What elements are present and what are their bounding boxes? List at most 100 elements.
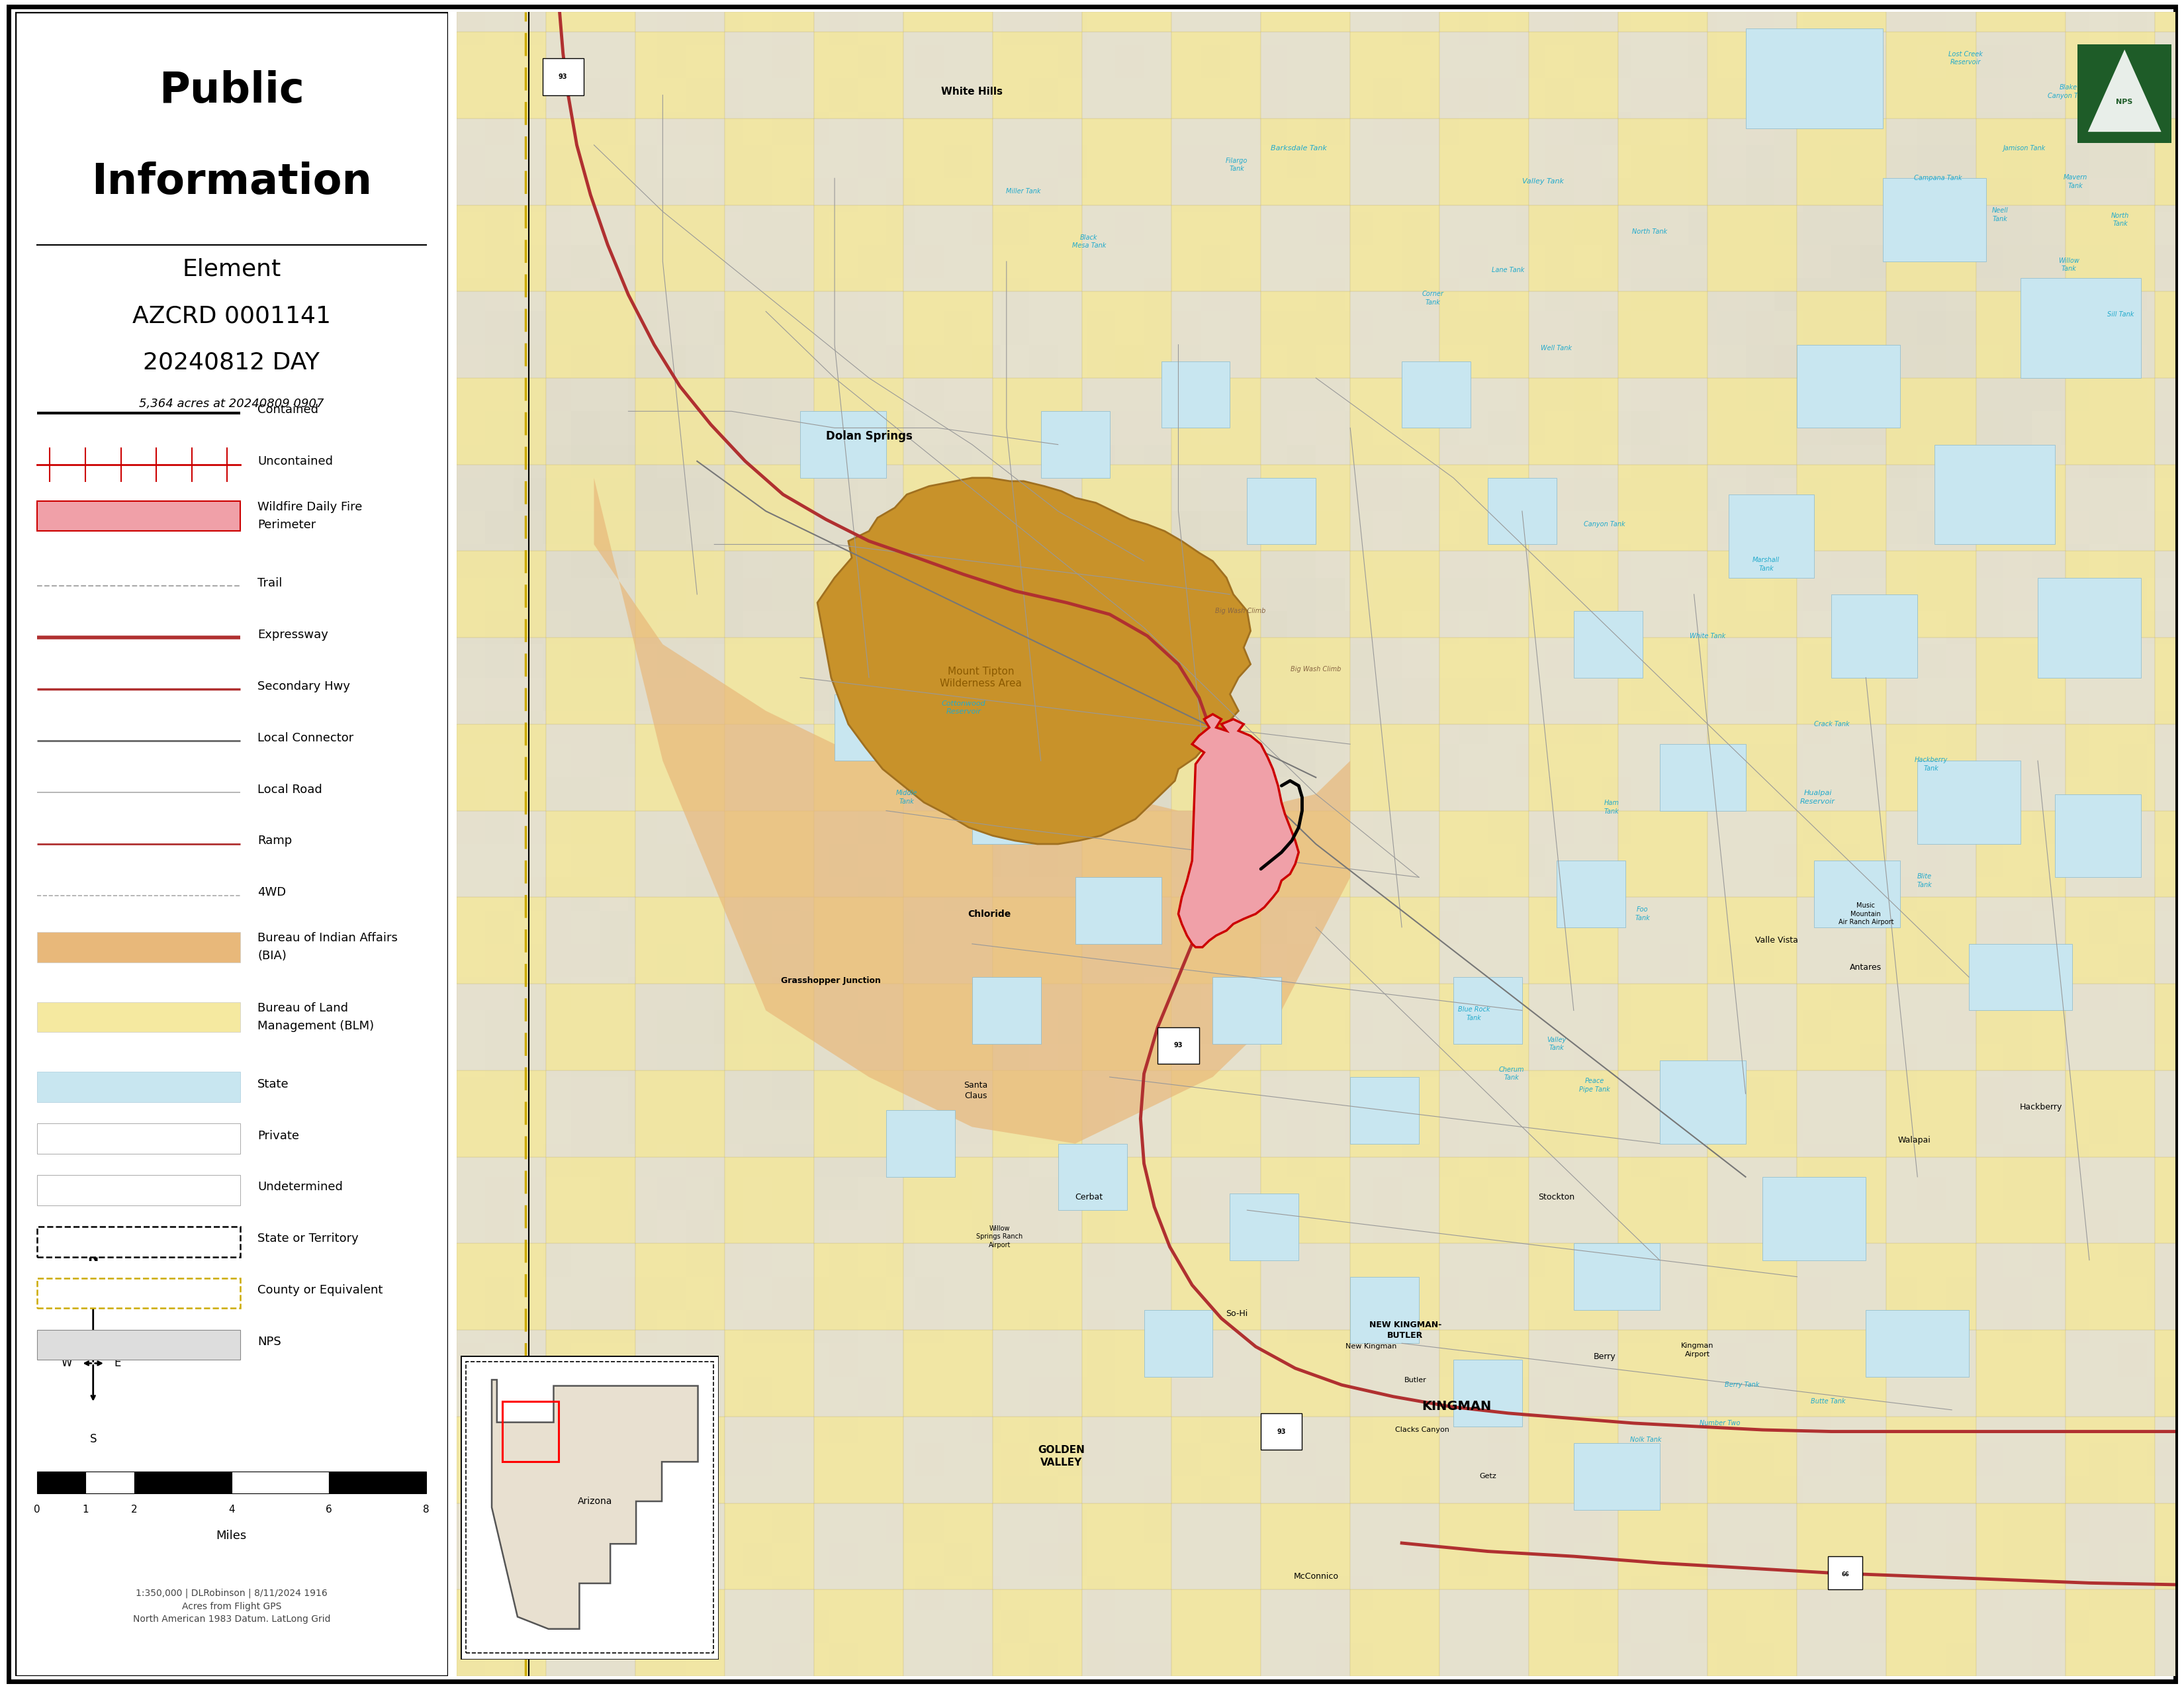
- Bar: [1717, 844, 1745, 878]
- Bar: [943, 1210, 972, 1244]
- Bar: [1029, 145, 1057, 179]
- Bar: [513, 1509, 542, 1543]
- Bar: [1000, 944, 1029, 977]
- Bar: [1345, 577, 1374, 611]
- Bar: [657, 211, 686, 245]
- Polygon shape: [594, 478, 1350, 1143]
- Bar: [686, 1244, 714, 1276]
- Bar: [1946, 1377, 1974, 1409]
- Bar: [1631, 844, 1660, 878]
- Bar: [1431, 1276, 1459, 1310]
- Bar: [1402, 1111, 1431, 1143]
- Bar: [1802, 545, 1832, 577]
- Bar: [1516, 412, 1544, 444]
- Bar: [1516, 1011, 1544, 1043]
- Bar: [657, 1377, 686, 1409]
- Bar: [1315, 344, 1345, 378]
- Bar: [1529, 1330, 1618, 1416]
- Bar: [570, 1409, 601, 1443]
- Bar: [2003, 1210, 2031, 1244]
- Bar: [972, 977, 1042, 1043]
- Bar: [887, 1143, 915, 1177]
- Bar: [994, 1070, 1081, 1156]
- Bar: [1173, 1543, 1201, 1577]
- Bar: [1345, 211, 1374, 245]
- Bar: [1000, 1143, 1029, 1177]
- Bar: [943, 1409, 972, 1443]
- Text: KINGMAN: KINGMAN: [1422, 1401, 1492, 1413]
- Bar: [1889, 1011, 1918, 1043]
- Bar: [943, 1443, 972, 1477]
- Bar: [542, 1344, 570, 1377]
- Bar: [1345, 1077, 1374, 1111]
- Bar: [1918, 744, 1946, 778]
- Bar: [972, 1043, 1000, 1077]
- Bar: [972, 977, 1000, 1011]
- Bar: [2031, 1143, 2062, 1177]
- Bar: [1603, 878, 1631, 910]
- Bar: [2118, 1043, 2147, 1077]
- Bar: [2038, 577, 2140, 677]
- Bar: [1374, 1011, 1402, 1043]
- Bar: [2090, 478, 2118, 511]
- Bar: [456, 1610, 485, 1642]
- Bar: [1315, 1210, 1345, 1244]
- Bar: [636, 292, 725, 378]
- Bar: [1974, 211, 2003, 245]
- Bar: [513, 245, 542, 279]
- Bar: [743, 511, 771, 545]
- Bar: [1402, 145, 1431, 179]
- Bar: [1057, 910, 1088, 944]
- Bar: [830, 577, 858, 611]
- Bar: [915, 1610, 943, 1642]
- Bar: [1977, 292, 2066, 378]
- Bar: [1861, 1344, 1889, 1377]
- Bar: [513, 46, 542, 78]
- Bar: [601, 1443, 629, 1477]
- Bar: [1717, 910, 1745, 944]
- Bar: [1230, 810, 1258, 844]
- Bar: [1286, 279, 1315, 311]
- Bar: [1374, 1043, 1402, 1077]
- Bar: [1230, 844, 1258, 878]
- Bar: [1575, 412, 1603, 444]
- Bar: [799, 1509, 830, 1543]
- Bar: [2003, 1011, 2031, 1043]
- Bar: [1315, 1310, 1345, 1344]
- Bar: [1516, 545, 1544, 577]
- Bar: [1230, 944, 1258, 977]
- Bar: [1144, 311, 1173, 344]
- Bar: [1889, 844, 1918, 878]
- Bar: [1832, 677, 1861, 711]
- Bar: [771, 1011, 799, 1043]
- Text: Trail: Trail: [258, 577, 282, 589]
- Bar: [1258, 844, 1286, 878]
- Bar: [1173, 111, 1201, 145]
- Bar: [1889, 1443, 1918, 1477]
- Bar: [456, 1443, 485, 1477]
- Bar: [2090, 1577, 2118, 1610]
- Bar: [1773, 78, 1802, 111]
- Text: So-Hi: So-Hi: [1225, 1310, 1247, 1318]
- Bar: [601, 1477, 629, 1509]
- Bar: [1459, 444, 1487, 478]
- Text: 5,364 acres at 20240809 0907: 5,364 acres at 20240809 0907: [140, 398, 323, 410]
- Bar: [1618, 898, 1708, 984]
- Bar: [2066, 1244, 2156, 1330]
- Bar: [1459, 478, 1487, 511]
- Bar: [1201, 1477, 1230, 1509]
- Bar: [1057, 211, 1088, 245]
- Bar: [513, 1310, 542, 1344]
- Bar: [1439, 1156, 1529, 1244]
- Bar: [1802, 1577, 1832, 1610]
- Bar: [1797, 724, 1887, 810]
- Bar: [1315, 810, 1345, 844]
- Bar: [546, 32, 636, 118]
- Bar: [1544, 545, 1575, 577]
- Bar: [743, 412, 771, 444]
- Bar: [1717, 1310, 1745, 1344]
- Bar: [686, 944, 714, 977]
- Bar: [1144, 478, 1173, 511]
- Bar: [1487, 412, 1516, 444]
- Bar: [2118, 344, 2147, 378]
